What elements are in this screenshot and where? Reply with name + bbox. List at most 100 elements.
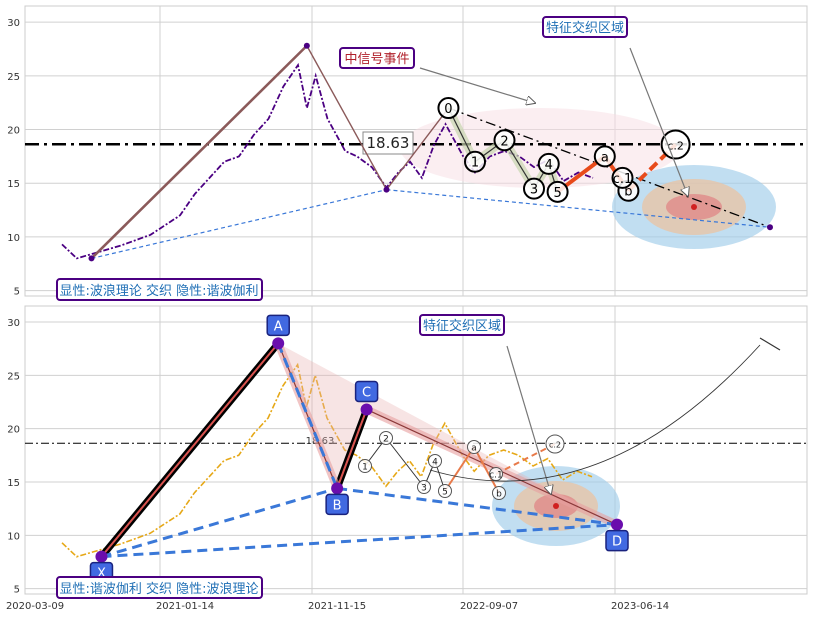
lower-wave-label-circle [438, 484, 452, 498]
harmonic-point [272, 337, 285, 350]
harmonic-leg-core [336, 409, 368, 489]
wave-label: a [601, 150, 609, 165]
upper-zone-annotation-text: 特征交织区域 [546, 20, 624, 36]
wave-leg [90, 44, 308, 260]
projection-arc-end [759, 337, 781, 351]
lower-wave-structure: 1 2 3 4 5 a b c.1 c.2 [358, 431, 565, 500]
harmonic-dashed-1 [101, 486, 338, 559]
trend-dashed-1 [91, 189, 387, 259]
lower-wave-label: 2 [383, 435, 389, 445]
x-tick-label: 2023-06-14 [611, 601, 669, 612]
pivot-dot [767, 224, 773, 231]
lower-wave-label-circle [492, 486, 506, 500]
wave-label: 5 [553, 186, 561, 201]
lower-wave-label: 4 [432, 458, 438, 468]
corrective-leg-projected [627, 143, 677, 193]
harmonic-point [331, 482, 344, 495]
wave-label-circle [611, 166, 634, 189]
wave-channel-line [448, 107, 771, 228]
y-tick-label: 5 [14, 287, 20, 298]
refline-value-upper: 18.63 [367, 134, 410, 152]
harmonic-point [360, 403, 373, 416]
harmonic-label: C [362, 385, 371, 400]
event-annotation: 中信号事件 [339, 47, 535, 103]
y-tick-label: 25 [7, 72, 20, 83]
wave-label: 1 [471, 156, 479, 171]
upper-wave-structure: 0 1 2 345 a b c.2 c.1 [88, 42, 773, 262]
upper-reference-label: 18.63 [362, 131, 414, 155]
wave-label-circle [546, 180, 569, 203]
lower-wave-label: b [496, 490, 502, 500]
wave-label: 2 [500, 134, 508, 149]
upper-price-series [61, 62, 594, 260]
pivot-dot [303, 42, 310, 49]
lower-wave-label: 3 [421, 484, 427, 494]
lower-wave-label: 5 [442, 488, 448, 498]
lower-wave-label: a [471, 444, 477, 454]
lower-caption: 显性:谐波伽利 交织 隐性:波浪理论 [56, 576, 263, 599]
y-tick-label: 5 [14, 585, 20, 596]
lower-wave-label: c.2 [549, 441, 561, 450]
lower-caption-text: 显性:谐波伽利 交织 隐性:波浪理论 [59, 581, 258, 597]
y-tick-label: 10 [7, 233, 20, 244]
lower-harmonic-pattern: X A B C D [89, 314, 629, 584]
lower-wave-leg [495, 443, 556, 475]
wave-leg [385, 107, 450, 191]
lower-zone-annotation: 特征交织区域 [419, 314, 551, 494]
x-axis-date-ticks: 2020-03-09 2021-01-14 2021-11-15 2022-09-07… [6, 601, 669, 612]
harmonic-label-box [354, 380, 379, 403]
lower-wave-leg [473, 446, 500, 494]
harmonic-leg-thin [366, 408, 618, 526]
lower-wave-label-circle [545, 434, 565, 454]
lower-wave-label-circle [428, 454, 442, 468]
harmonic-label-box [325, 493, 349, 516]
harmonic-label: A [274, 319, 283, 334]
event-annotation-text: 中信号事件 [344, 52, 409, 67]
wave-label-circle [437, 97, 460, 120]
lower-wave-label-circle [467, 440, 481, 454]
upper-caption-text: 显性:波浪理论 交织 隐性:谐波伽利 [59, 283, 258, 299]
y-tick-label: 10 [7, 531, 20, 542]
lower-wave-label-circle [379, 431, 393, 445]
x-tick-label: 2021-01-14 [156, 601, 214, 612]
harmonic-label: D [612, 535, 622, 550]
harmonic-point [95, 550, 108, 563]
y-tick-label: 25 [7, 371, 20, 382]
wave-label: 3 [530, 183, 538, 198]
wave-label: b [624, 185, 632, 200]
x-tick-label: 2020-03-09 [6, 601, 64, 612]
lower-wave-leg [385, 437, 425, 488]
y-tick-label: 15 [7, 478, 20, 489]
lower-panel-frame [24, 305, 808, 595]
wave-leg [306, 45, 388, 191]
lower-zone-annotation-text: 特征交织区域 [423, 318, 501, 334]
lower-wave-label: 1 [362, 463, 368, 473]
wave-label: 0 [444, 102, 452, 117]
harmonic-label-box [266, 314, 290, 337]
harmonic-label-box [605, 529, 629, 552]
wave-label-circle [593, 145, 616, 168]
y-tick-label: 20 [7, 126, 20, 137]
harmonic-dashed-0 [276, 342, 339, 489]
wave-label: c.1 [613, 172, 633, 187]
harmonic-label: B [333, 498, 342, 513]
wave-label-circle [493, 129, 516, 152]
harmonic-dashed-2 [101, 523, 618, 559]
lower-wave-label: c.1 [489, 471, 503, 481]
lower-wave-leg [444, 446, 475, 492]
lower-y-axis: 5 10 15 20 25 30 [7, 318, 20, 596]
upper-caption: 显性:波浪理论 交织 隐性:谐波伽利 [56, 278, 263, 301]
y-tick-label: 30 [7, 318, 20, 329]
wave-label-circle [523, 177, 545, 200]
wave-label: 4 [545, 158, 553, 173]
wave-label-circle [660, 129, 691, 160]
harmonic-point [611, 518, 623, 531]
y-tick-label: 30 [7, 18, 20, 29]
y-tick-label: 20 [7, 425, 20, 436]
pivot-dot [88, 255, 95, 262]
lower-wave-label-circle [358, 459, 372, 473]
harmonic-label: X [97, 567, 106, 582]
y-tick-label: 15 [7, 179, 20, 190]
